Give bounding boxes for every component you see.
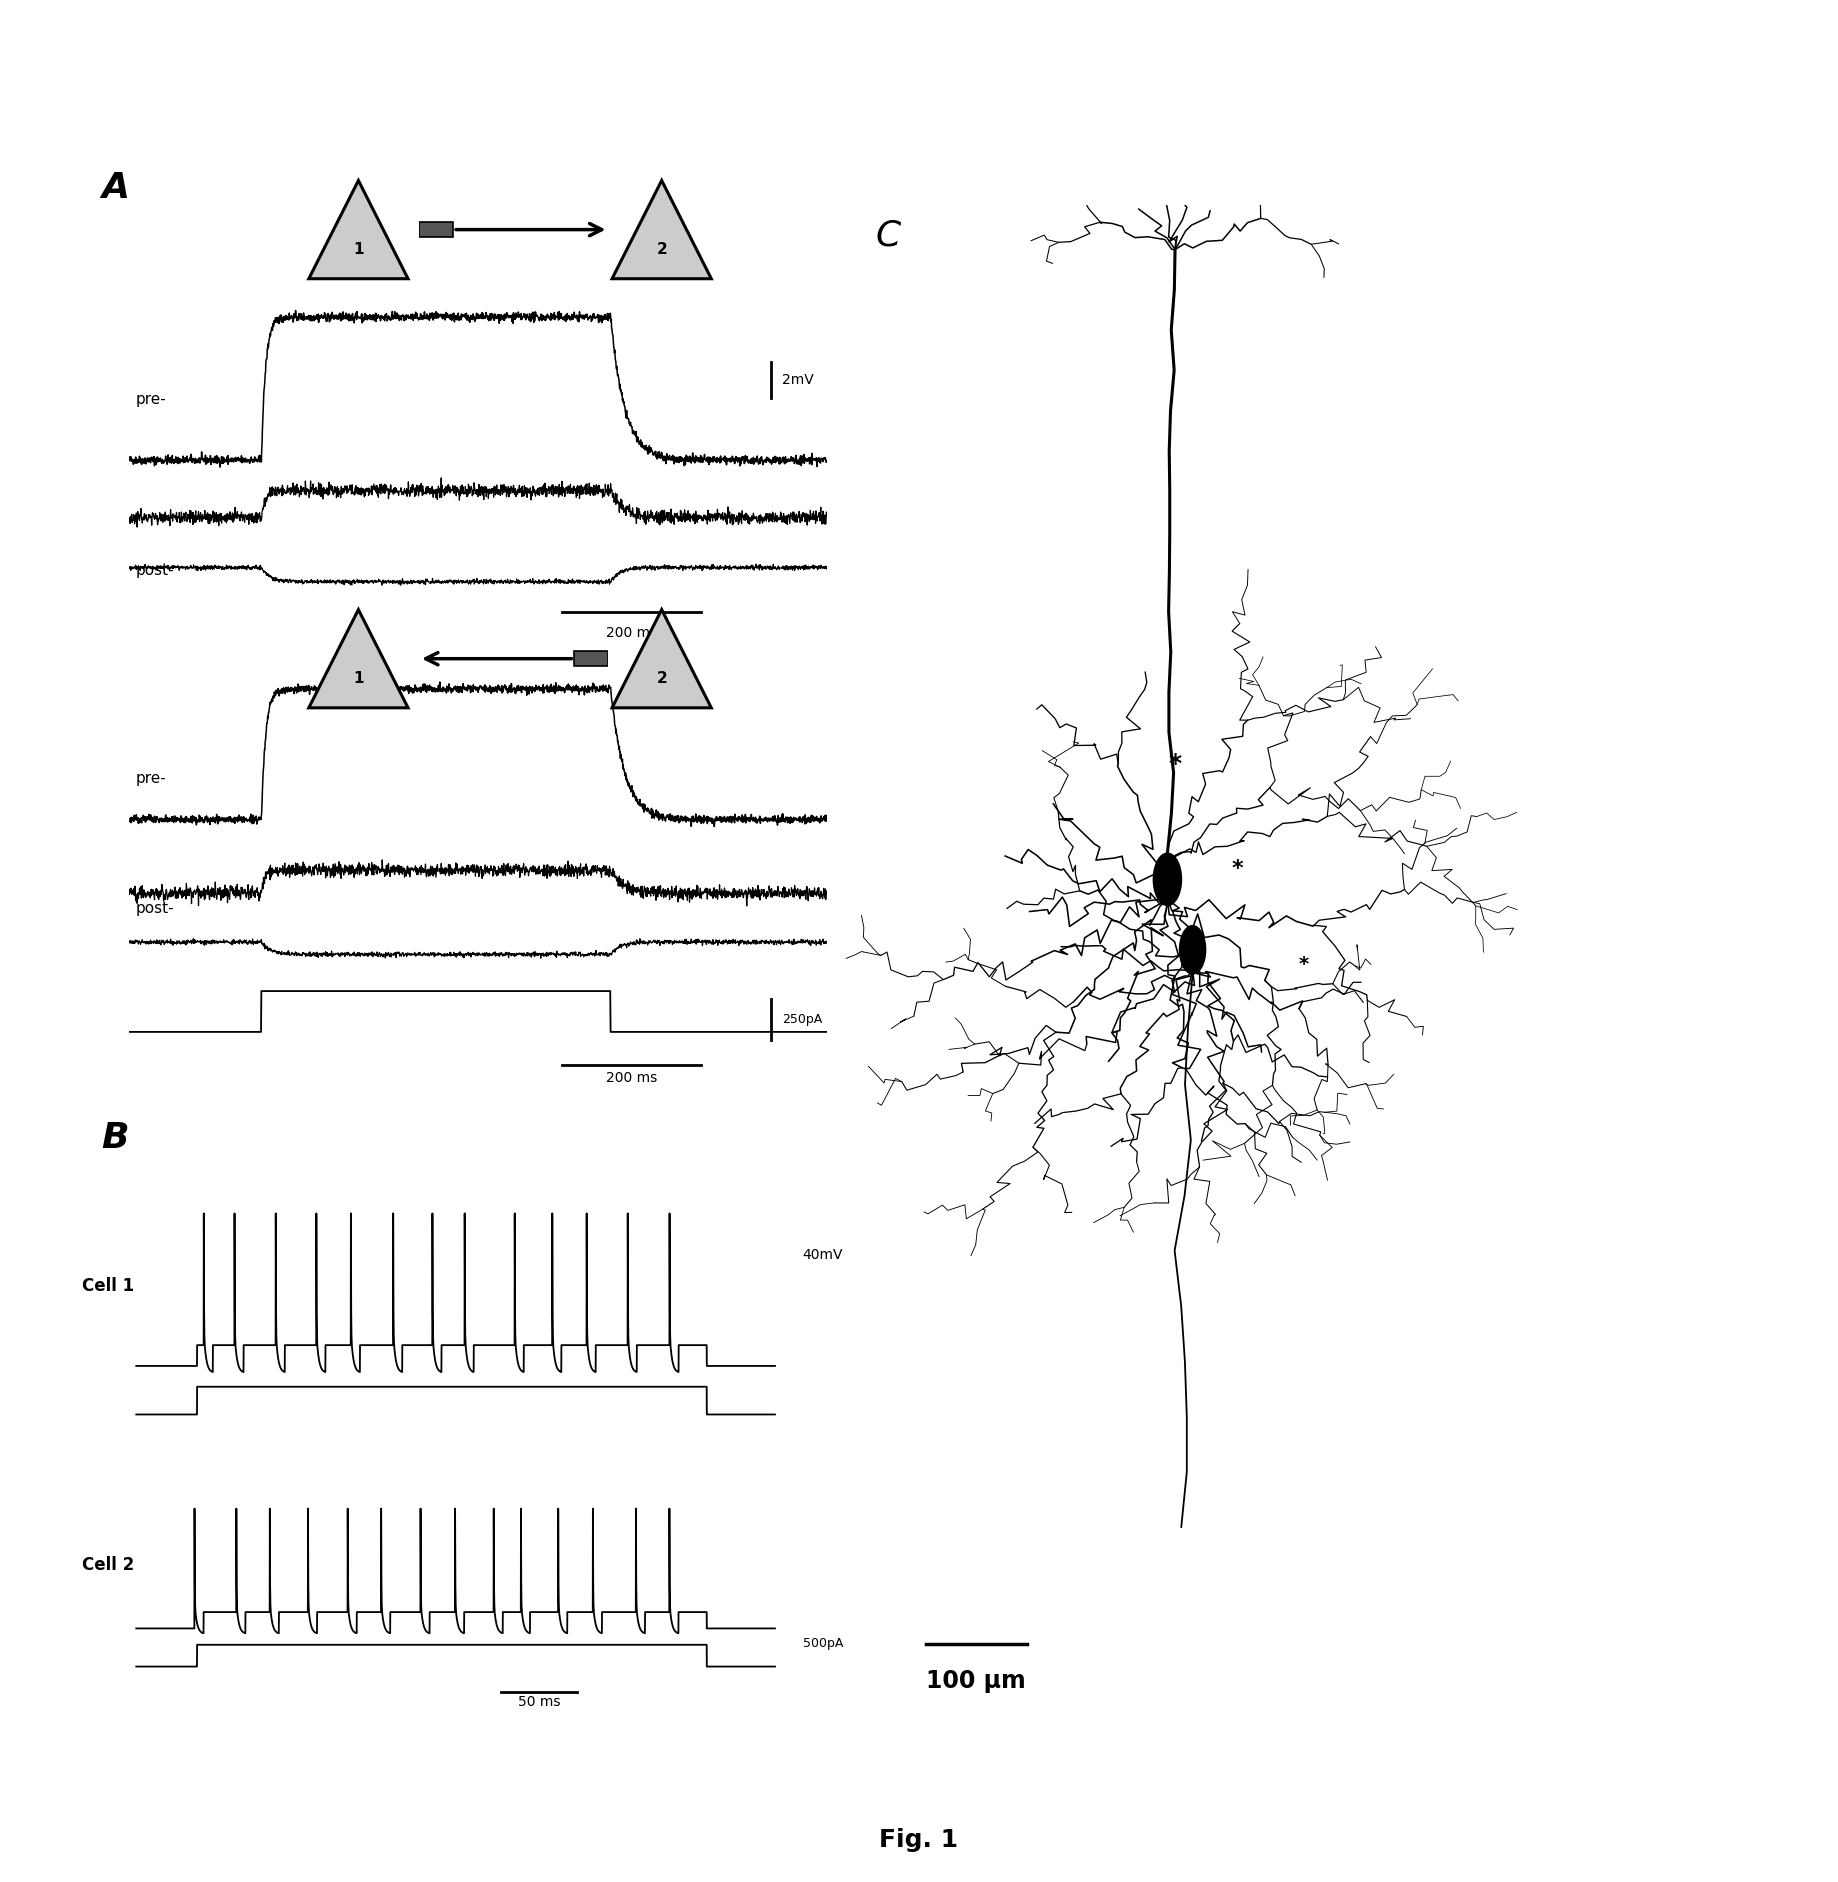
Text: 2: 2 bbox=[656, 670, 667, 685]
Text: Fig. 1: Fig. 1 bbox=[879, 1827, 959, 1852]
Text: *: * bbox=[1169, 751, 1182, 775]
Text: B: B bbox=[101, 1122, 129, 1156]
Text: post-: post- bbox=[136, 901, 175, 917]
Text: 1: 1 bbox=[353, 670, 364, 685]
Polygon shape bbox=[612, 181, 711, 279]
Text: 40mV: 40mV bbox=[803, 1248, 844, 1263]
Text: 200 ms: 200 ms bbox=[607, 627, 658, 640]
Bar bbox=[419, 222, 454, 237]
Ellipse shape bbox=[1180, 926, 1206, 973]
Polygon shape bbox=[309, 181, 408, 279]
Text: 200 ms: 200 ms bbox=[607, 1071, 658, 1086]
Text: 250pA: 250pA bbox=[781, 1013, 822, 1026]
Text: C: C bbox=[875, 218, 901, 252]
Text: 100 μm: 100 μm bbox=[926, 1669, 1026, 1694]
Text: pre-: pre- bbox=[136, 772, 167, 787]
Text: Cell 2: Cell 2 bbox=[83, 1556, 134, 1575]
Text: pre-: pre- bbox=[136, 391, 167, 407]
Polygon shape bbox=[612, 610, 711, 708]
Text: *: * bbox=[1298, 956, 1309, 975]
Text: A: A bbox=[101, 171, 129, 205]
Text: *: * bbox=[1231, 860, 1244, 879]
Text: 500pA: 500pA bbox=[803, 1637, 844, 1651]
Text: Cell 1: Cell 1 bbox=[83, 1276, 134, 1295]
Text: 2mV: 2mV bbox=[781, 373, 814, 386]
Text: 2: 2 bbox=[656, 241, 667, 256]
Ellipse shape bbox=[1152, 853, 1182, 905]
Polygon shape bbox=[309, 610, 408, 708]
Text: 50 ms: 50 ms bbox=[518, 1696, 561, 1709]
Text: post-: post- bbox=[136, 563, 175, 578]
Text: 1: 1 bbox=[353, 241, 364, 256]
Bar bbox=[573, 651, 608, 666]
